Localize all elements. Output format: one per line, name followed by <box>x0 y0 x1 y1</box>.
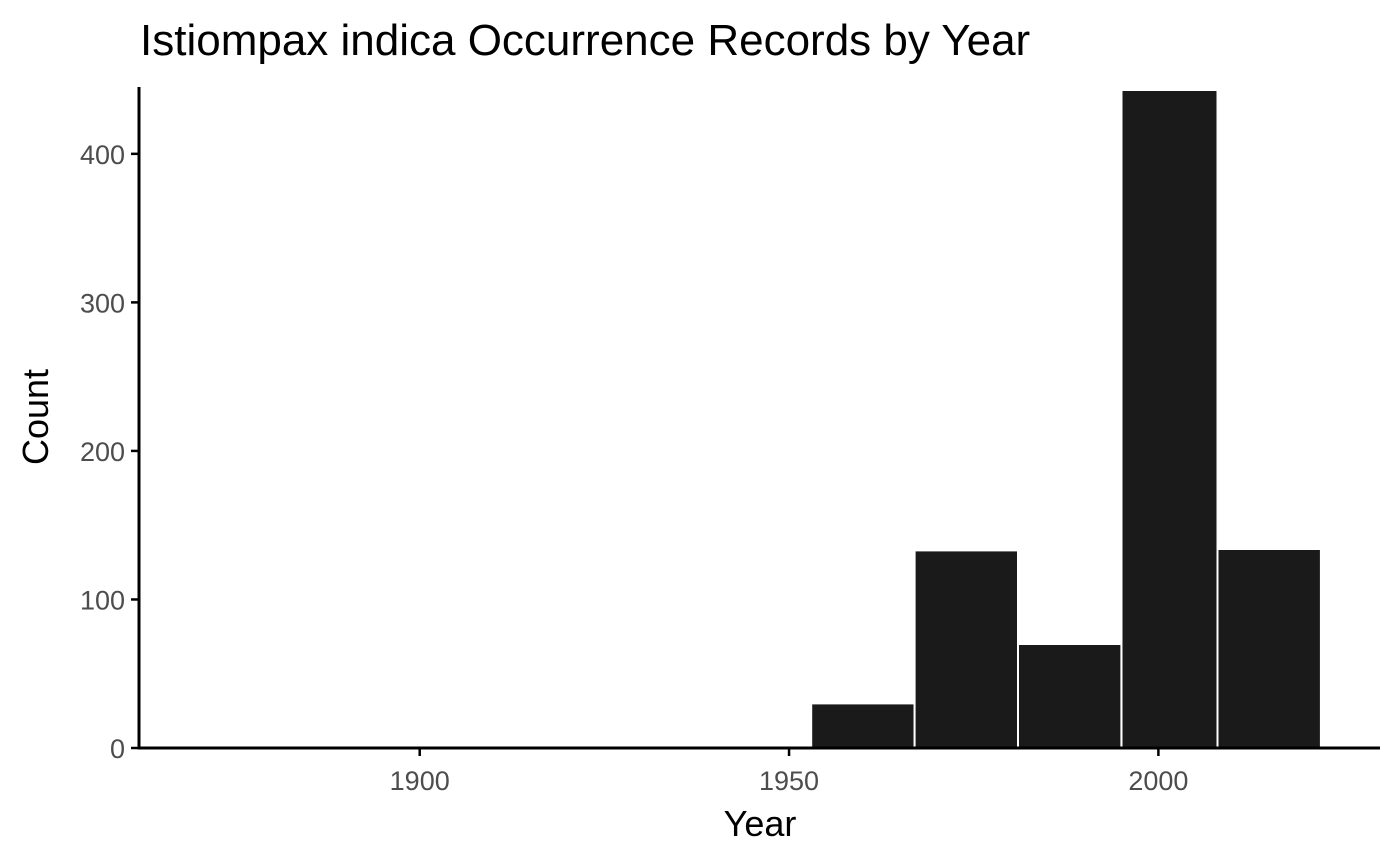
histogram-bar-3 <box>1017 643 1123 749</box>
histogram-bar-4 <box>1120 89 1219 749</box>
y-tick-label: 0 <box>110 734 125 764</box>
y-tick-label: 100 <box>80 585 125 615</box>
x-axis-ticks: 1900 1950 2000 <box>390 748 1188 796</box>
x-tick-label: 1900 <box>390 766 450 796</box>
y-tick-label: 300 <box>80 288 125 318</box>
histogram-bar-5 <box>1216 548 1322 749</box>
x-tick-label: 1950 <box>759 766 819 796</box>
y-tick-label: 400 <box>80 140 125 170</box>
histogram-bar-1 <box>810 702 916 750</box>
bars-group <box>810 89 1322 750</box>
y-axis-title: Count <box>15 369 56 465</box>
x-axis-title: Year <box>724 803 797 844</box>
x-tick-label: 2000 <box>1128 766 1188 796</box>
chart-title: Istiompax indica Occurrence Records by Y… <box>140 16 1030 65</box>
y-tick-label: 200 <box>80 437 125 467</box>
histogram-bar-2 <box>913 549 1019 750</box>
y-axis-ticks: 0 100 200 300 400 <box>80 140 139 764</box>
